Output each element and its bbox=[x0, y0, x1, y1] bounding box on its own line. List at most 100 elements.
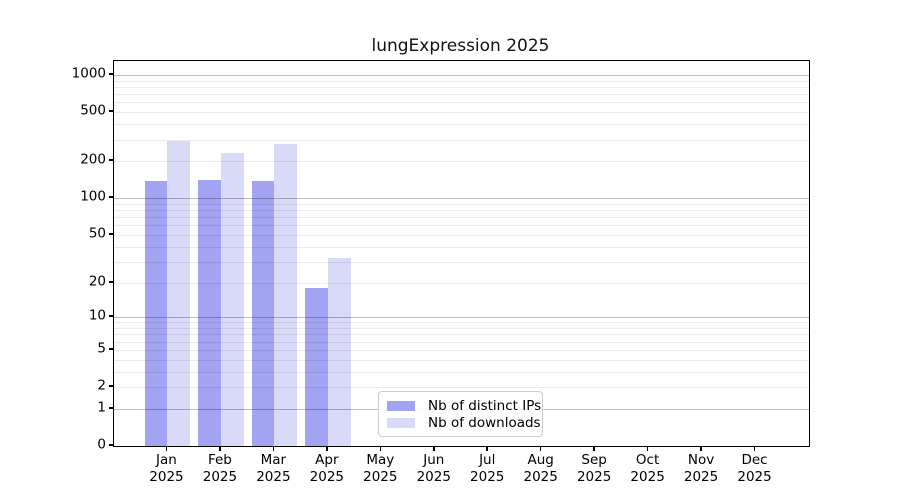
bar-downloads-feb-2025 bbox=[220, 152, 244, 446]
x-axis-tick bbox=[486, 447, 488, 451]
y-axis-tick-label: 20 bbox=[88, 273, 106, 290]
x-axis-tick bbox=[379, 447, 382, 451]
y-axis-tick bbox=[109, 110, 113, 113]
x-axis-tick-label-month: Apr bbox=[315, 452, 339, 468]
x-axis-tick-label-month: Jul bbox=[479, 452, 496, 468]
gridline-minor bbox=[114, 322, 809, 324]
bar-distinct-ips-jan-2025 bbox=[144, 181, 168, 446]
gridline-minor bbox=[114, 87, 809, 89]
bar-distinct-ips-feb-2025 bbox=[198, 179, 221, 446]
x-axis-tick-label-month: Feb bbox=[207, 452, 232, 468]
gridline-minor bbox=[114, 112, 809, 114]
gridline-minor bbox=[114, 387, 809, 389]
x-axis-tick-label: Jun 2025 bbox=[417, 452, 451, 485]
y-axis-tick bbox=[109, 232, 113, 235]
gridline-minor bbox=[114, 349, 809, 351]
gridline-minor bbox=[114, 282, 809, 284]
x-axis-tick-label: Apr 2025 bbox=[310, 452, 344, 485]
gridline-minor bbox=[114, 94, 809, 96]
y-axis-tick-label: 10 bbox=[88, 307, 106, 324]
x-axis-tick-label-month: Jun bbox=[423, 452, 445, 468]
x-axis-tick-label-year: 2025 bbox=[202, 468, 238, 485]
x-axis-tick-label-year: 2025 bbox=[309, 468, 345, 485]
x-axis-tick-label-year: 2025 bbox=[576, 468, 612, 485]
x-axis-tick-label-month: Sep bbox=[581, 452, 607, 468]
gridline-major bbox=[114, 317, 809, 319]
y-axis-tick-label: 1 bbox=[97, 399, 106, 416]
x-axis-tick-label-year: 2025 bbox=[683, 468, 719, 485]
x-axis-tick-label: Feb 2025 bbox=[203, 452, 237, 485]
bar-distinct-ips-apr-2025 bbox=[305, 287, 328, 446]
x-axis-tick-label: Jan 2025 bbox=[149, 452, 183, 485]
x-axis-tick-label-year: 2025 bbox=[363, 468, 398, 485]
bars-layer bbox=[114, 61, 809, 446]
gridline-minor bbox=[114, 203, 809, 205]
gridline-major bbox=[114, 198, 809, 200]
gridline-minor bbox=[114, 80, 809, 82]
legend-label-downloads: Nb of downloads bbox=[428, 415, 541, 432]
gridline-minor bbox=[114, 139, 809, 141]
y-axis-tick bbox=[109, 315, 113, 318]
x-axis-tick bbox=[219, 447, 221, 451]
bar-distinct-ips-mar-2025 bbox=[251, 180, 275, 446]
gridline-minor bbox=[114, 261, 809, 263]
gridline-minor bbox=[114, 359, 809, 361]
chart-title: lungExpression 2025 bbox=[371, 36, 550, 56]
legend-swatch-downloads bbox=[387, 418, 415, 429]
x-axis-tick-label-month: Mar bbox=[260, 452, 287, 468]
bar-downloads-jan-2025 bbox=[167, 140, 191, 446]
y-axis-tick bbox=[109, 444, 113, 446]
x-axis-tick-label-year: 2025 bbox=[737, 468, 772, 485]
x-axis-tick-label: Nov 2025 bbox=[684, 452, 718, 485]
x-axis-tick-label: Dec 2025 bbox=[737, 452, 771, 485]
gridline-minor bbox=[114, 341, 809, 343]
x-axis-tick-label-year: 2025 bbox=[149, 468, 184, 485]
gridline-minor bbox=[114, 328, 809, 330]
x-axis-tick-label-month: Oct bbox=[635, 452, 660, 468]
x-axis-tick-label: Sep 2025 bbox=[577, 452, 611, 485]
x-axis-tick-label-month: Dec bbox=[741, 452, 768, 468]
y-axis-tick-label: 500 bbox=[80, 102, 106, 119]
x-axis-tick-label-year: 2025 bbox=[416, 468, 451, 485]
gridline-minor bbox=[114, 161, 809, 163]
gridline-minor bbox=[114, 102, 809, 104]
gridline-minor bbox=[114, 210, 809, 212]
legend-label-distinct-ips: Nb of distinct IPs bbox=[428, 397, 542, 414]
legend-item-distinct-ips: Nb of distinct IPs bbox=[387, 397, 541, 415]
x-axis-tick-label-year: 2025 bbox=[256, 468, 291, 485]
x-axis-tick-label-month: May bbox=[366, 452, 395, 468]
gridline-minor bbox=[114, 371, 809, 373]
y-axis-tick bbox=[109, 347, 113, 350]
y-axis-tick bbox=[109, 280, 113, 283]
y-axis-tick-label: 0 bbox=[97, 436, 106, 453]
x-axis-tick bbox=[753, 447, 756, 451]
x-axis-tick bbox=[539, 447, 542, 451]
x-axis-tick bbox=[272, 447, 275, 451]
gridline-minor bbox=[114, 334, 809, 336]
grid-layer bbox=[114, 61, 809, 446]
y-axis-tick bbox=[109, 385, 113, 388]
gridline-minor bbox=[114, 225, 809, 227]
x-axis-tick-label-year: 2025 bbox=[523, 468, 558, 485]
x-axis-tick-label: May 2025 bbox=[363, 452, 397, 485]
y-axis-tick-label: 200 bbox=[80, 151, 106, 168]
bar-downloads-mar-2025 bbox=[274, 144, 298, 446]
y-axis-tick-label: 1000 bbox=[71, 65, 106, 82]
x-axis-tick-label-month: Jan bbox=[156, 452, 177, 468]
legend-item-downloads: Nb of downloads bbox=[387, 415, 541, 433]
gridline-minor bbox=[114, 246, 809, 248]
x-axis-tick bbox=[700, 447, 702, 451]
bar-downloads-apr-2025 bbox=[327, 258, 351, 446]
x-axis-tick-label: Jul 2025 bbox=[470, 452, 504, 485]
legend-swatch-distinct-ips bbox=[387, 400, 415, 411]
x-axis-tick bbox=[165, 447, 168, 451]
y-axis-tick-label: 2 bbox=[97, 377, 106, 394]
plot-area bbox=[113, 60, 810, 447]
x-axis-tick-label-year: 2025 bbox=[470, 468, 505, 485]
y-axis-tick-label: 50 bbox=[88, 225, 106, 242]
x-axis-tick-label-year: 2025 bbox=[630, 468, 665, 485]
y-axis-tick-label: 5 bbox=[97, 340, 106, 357]
x-axis-tick-label: Oct 2025 bbox=[630, 452, 664, 485]
gridline-minor bbox=[114, 217, 809, 219]
